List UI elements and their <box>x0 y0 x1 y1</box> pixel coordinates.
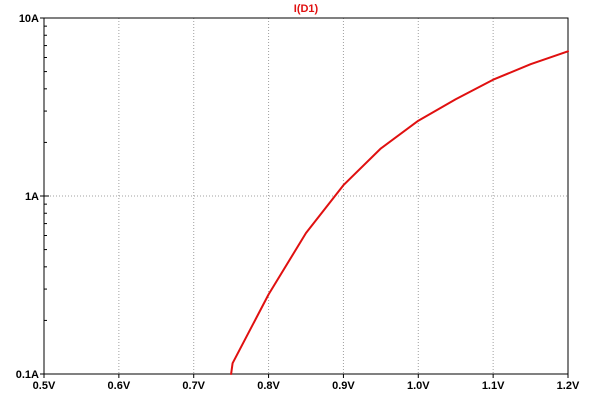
data-point <box>530 64 531 65</box>
data-point <box>567 51 568 52</box>
x-tick-label: 1.0V <box>407 380 430 392</box>
x-tick-label: 0.7V <box>182 380 205 392</box>
x-tick-label: 0.9V <box>332 380 355 392</box>
x-tick-label: 0.5V <box>33 380 56 392</box>
y-tick-label: 1A <box>25 191 39 203</box>
x-tick-label: 0.6V <box>108 380 131 392</box>
data-point <box>305 232 306 233</box>
series-line-id1[interactable] <box>230 50 569 375</box>
series-traces <box>230 50 569 375</box>
x-tick-label: 0.8V <box>257 380 280 392</box>
y-tick-label: 0.1A <box>16 369 39 381</box>
axes <box>40 17 569 378</box>
data-point <box>455 99 456 100</box>
y-tick-label: 10A <box>19 13 39 25</box>
chart-title[interactable]: I(D1) <box>294 3 319 15</box>
data-point <box>232 363 233 364</box>
tick-labels: 0.5V 0.6V 0.7V 0.8V 0.9V 1.0V 1.1V 1.2V 0.1A 1A 10… <box>16 13 580 392</box>
data-point <box>231 373 232 374</box>
data-point <box>380 148 381 149</box>
x-tick-label: 1.2V <box>557 380 580 392</box>
grid-lines <box>44 18 568 374</box>
data-point <box>343 185 344 186</box>
data-point <box>493 79 494 80</box>
x-tick-label: 1.1V <box>482 380 505 392</box>
data-point <box>418 120 419 121</box>
data-point <box>268 294 269 295</box>
